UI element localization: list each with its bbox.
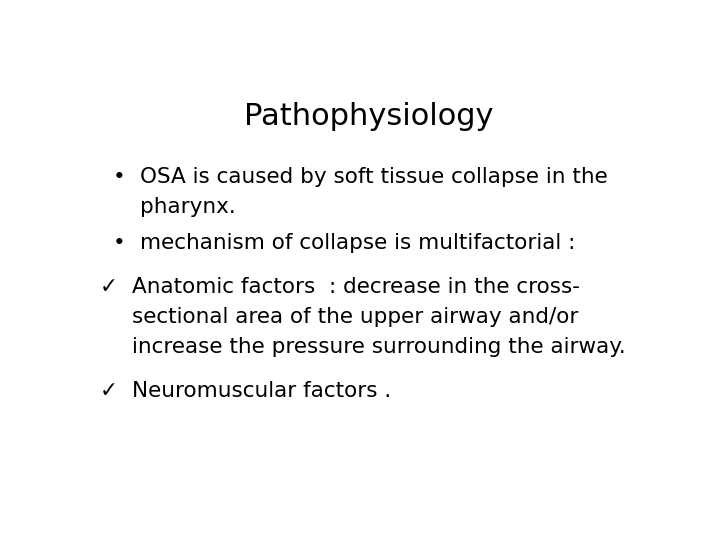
Text: Pathophysiology: Pathophysiology	[244, 102, 494, 131]
Text: ✓: ✓	[100, 381, 118, 401]
Text: mechanism of collapse is multifactorial :: mechanism of collapse is multifactorial …	[140, 233, 575, 253]
Text: OSA is caused by soft tissue collapse in the: OSA is caused by soft tissue collapse in…	[140, 167, 608, 187]
Text: ✓: ✓	[100, 277, 118, 297]
Text: pharynx.: pharynx.	[140, 197, 236, 217]
Text: sectional area of the upper airway and/or: sectional area of the upper airway and/o…	[132, 307, 578, 327]
Text: •: •	[112, 167, 125, 187]
Text: Anatomic factors  : decrease in the cross-: Anatomic factors : decrease in the cross…	[132, 277, 580, 297]
Text: increase the pressure surrounding the airway.: increase the pressure surrounding the ai…	[132, 337, 626, 357]
Text: •: •	[112, 233, 125, 253]
Text: Neuromuscular factors .: Neuromuscular factors .	[132, 381, 391, 401]
